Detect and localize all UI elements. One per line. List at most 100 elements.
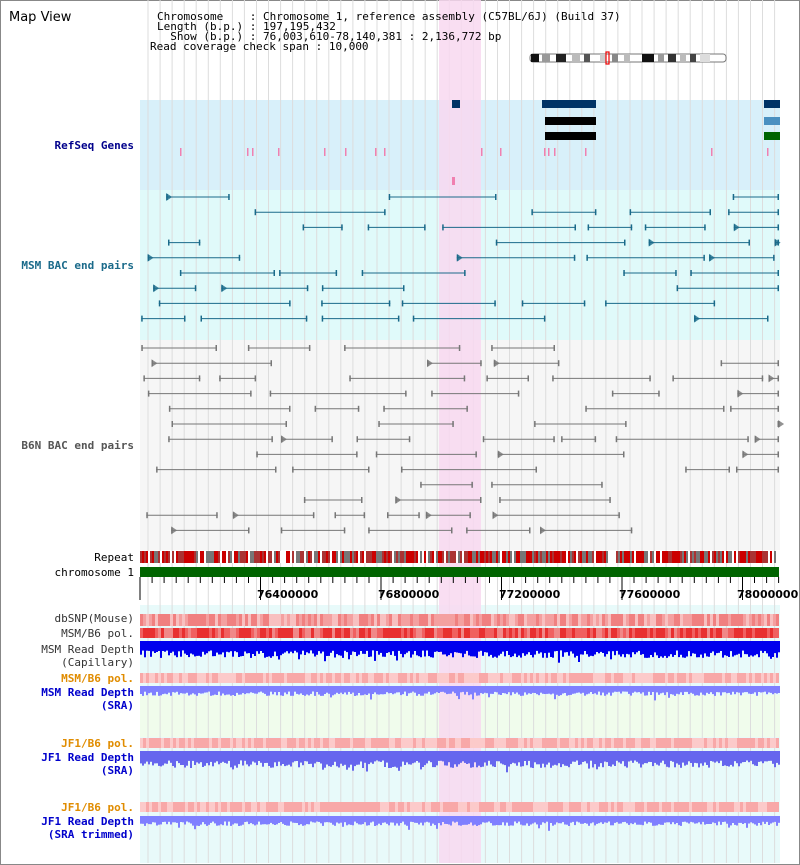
msm-depth-sra-bar — [506, 686, 508, 695]
repeat-block — [460, 551, 462, 563]
jf1-depth2-bar — [320, 816, 322, 824]
msm-depth-sra-bar — [574, 686, 576, 694]
msm-depth-cap-bar — [546, 641, 548, 658]
msm-pol-cell — [566, 628, 569, 638]
msm-depth-sra-bar — [224, 686, 226, 696]
jf1-pol2-cell — [362, 802, 365, 812]
jf1-depth-bar — [276, 751, 278, 767]
dbsnp-cell — [458, 614, 461, 626]
jf1-pol2-cell — [338, 802, 341, 812]
jf1-depth2-bar — [610, 816, 612, 826]
jf1-pol2-cell — [752, 802, 755, 812]
msm-depth-cap-bar — [280, 641, 282, 656]
refseq-genes-label[interactable]: RefSeq Genes — [54, 139, 134, 152]
msm-depth-sra-bar — [756, 686, 758, 696]
jf1-pol-cell — [401, 738, 404, 748]
msm-depth-cap-bar — [164, 641, 166, 652]
jf1-pol-cell — [362, 738, 365, 748]
jf1-depth2-bar — [632, 816, 634, 825]
msm-depth-sra-bar — [392, 686, 394, 695]
jf1-pol2-cell — [476, 802, 479, 812]
jf1-pol-label-2: JF1/B6 pol. — [61, 801, 134, 814]
msm-depth-cap-bar — [308, 641, 310, 654]
dbsnp-cell — [179, 614, 182, 626]
msm-depth-cap-bar — [370, 641, 372, 657]
b6n-bac-label[interactable]: B6N BAC end pairs — [21, 439, 134, 452]
msm-depth-cap-bar — [318, 641, 320, 652]
jf1-pol-cell — [596, 738, 599, 748]
jf1-depth2-bar — [298, 816, 300, 826]
jf1-pol-cell — [554, 738, 557, 748]
jf1-depth2-bar — [544, 816, 546, 824]
repeat-block — [334, 551, 336, 563]
msm-depth-cap-bar — [296, 641, 298, 653]
msm-bac-label[interactable]: MSM BAC end pairs — [21, 259, 134, 272]
msm-pol-sra-cell — [506, 673, 509, 683]
b6n-bac-pair-end — [271, 436, 273, 443]
dbsnp-cell — [584, 614, 587, 626]
msm-depth-cap-bar — [508, 641, 510, 655]
jf1-depth2-bar — [654, 816, 656, 826]
jf1-depth-bar — [520, 751, 522, 767]
dbsnp-cell — [248, 614, 251, 626]
jf1-depth2-bar — [402, 816, 404, 822]
msm-pol-sra-cell — [200, 673, 203, 683]
jf1-depth-bar — [208, 751, 210, 766]
msm-pol-sra-cell — [743, 673, 746, 683]
jf1-pol2-cell — [716, 802, 719, 812]
jf1-depth2-bar — [396, 816, 398, 824]
msm-depth-cap-bar — [706, 641, 708, 657]
chromosome-ideogram[interactable] — [528, 51, 728, 65]
msm-depth-cap-bar — [360, 641, 362, 651]
msm-pol-sra-cell — [248, 673, 251, 683]
msm-depth-sra-bar — [252, 686, 254, 693]
msm-depth-sra-bar — [560, 686, 562, 696]
jf1-pol2-cell — [344, 802, 347, 812]
jf1-depth2-bar — [178, 816, 180, 828]
jf1-depth2-bar — [390, 816, 392, 823]
jf1-pol2-cell — [611, 802, 614, 812]
b6n-bac-pair-arrow — [171, 526, 178, 535]
jf1-depth-bar — [652, 751, 654, 767]
msm-depth-cap-bar — [726, 641, 728, 656]
jf1-pol2-cell — [356, 802, 359, 812]
jf1-pol2-cell — [302, 802, 305, 812]
msm-depth-cap-bar — [262, 641, 264, 653]
dbsnp-cell — [257, 614, 260, 626]
msm-pol-sra-cell — [422, 673, 425, 683]
jf1-depth-bar — [338, 751, 340, 768]
jf1-depth2-bar — [150, 816, 152, 825]
jf1-pol-cell — [323, 738, 326, 748]
msm-bac-pair-end — [777, 285, 779, 292]
msm-pol-sra-cell — [386, 673, 389, 683]
jf1-depth-bar — [590, 751, 592, 761]
msm-depth-cap-bar — [672, 641, 674, 657]
jf1-pol2-cell — [287, 802, 290, 812]
jf1-depth2-bar — [594, 816, 596, 826]
dbsnp-cell — [695, 614, 698, 626]
jf1-depth-bar — [468, 751, 470, 764]
msm-pol-cell — [689, 628, 692, 638]
msm-pol-cell — [572, 628, 575, 638]
msm-pol-sra-cell — [488, 673, 491, 683]
msm-depth-sra-bar — [754, 686, 756, 693]
msm-depth-cap-bar — [424, 641, 426, 657]
msm-depth-cap-bar — [438, 641, 440, 652]
jf1-pol-cell — [434, 738, 437, 748]
msm-depth-sra-bar — [212, 686, 214, 696]
jf1-pol-cell — [203, 738, 206, 748]
jf1-depth-bar — [168, 751, 170, 761]
jf1-pol2-cell — [641, 802, 644, 812]
jf1-depth-bar — [578, 751, 580, 765]
jf1-pol2-cell — [440, 802, 443, 812]
jf1-pol-cell — [419, 738, 422, 748]
highlight-region[interactable] — [439, 0, 481, 863]
dbsnp-cell — [404, 614, 407, 626]
dbsnp-cell — [587, 614, 590, 626]
msm-depth-sra-bar — [610, 686, 612, 696]
jf1-pol2-cell — [521, 802, 524, 812]
jf1-depth-bar — [422, 751, 424, 767]
msm-depth-cap-bar — [576, 641, 578, 656]
msm-depth-cap-bar — [710, 641, 712, 653]
